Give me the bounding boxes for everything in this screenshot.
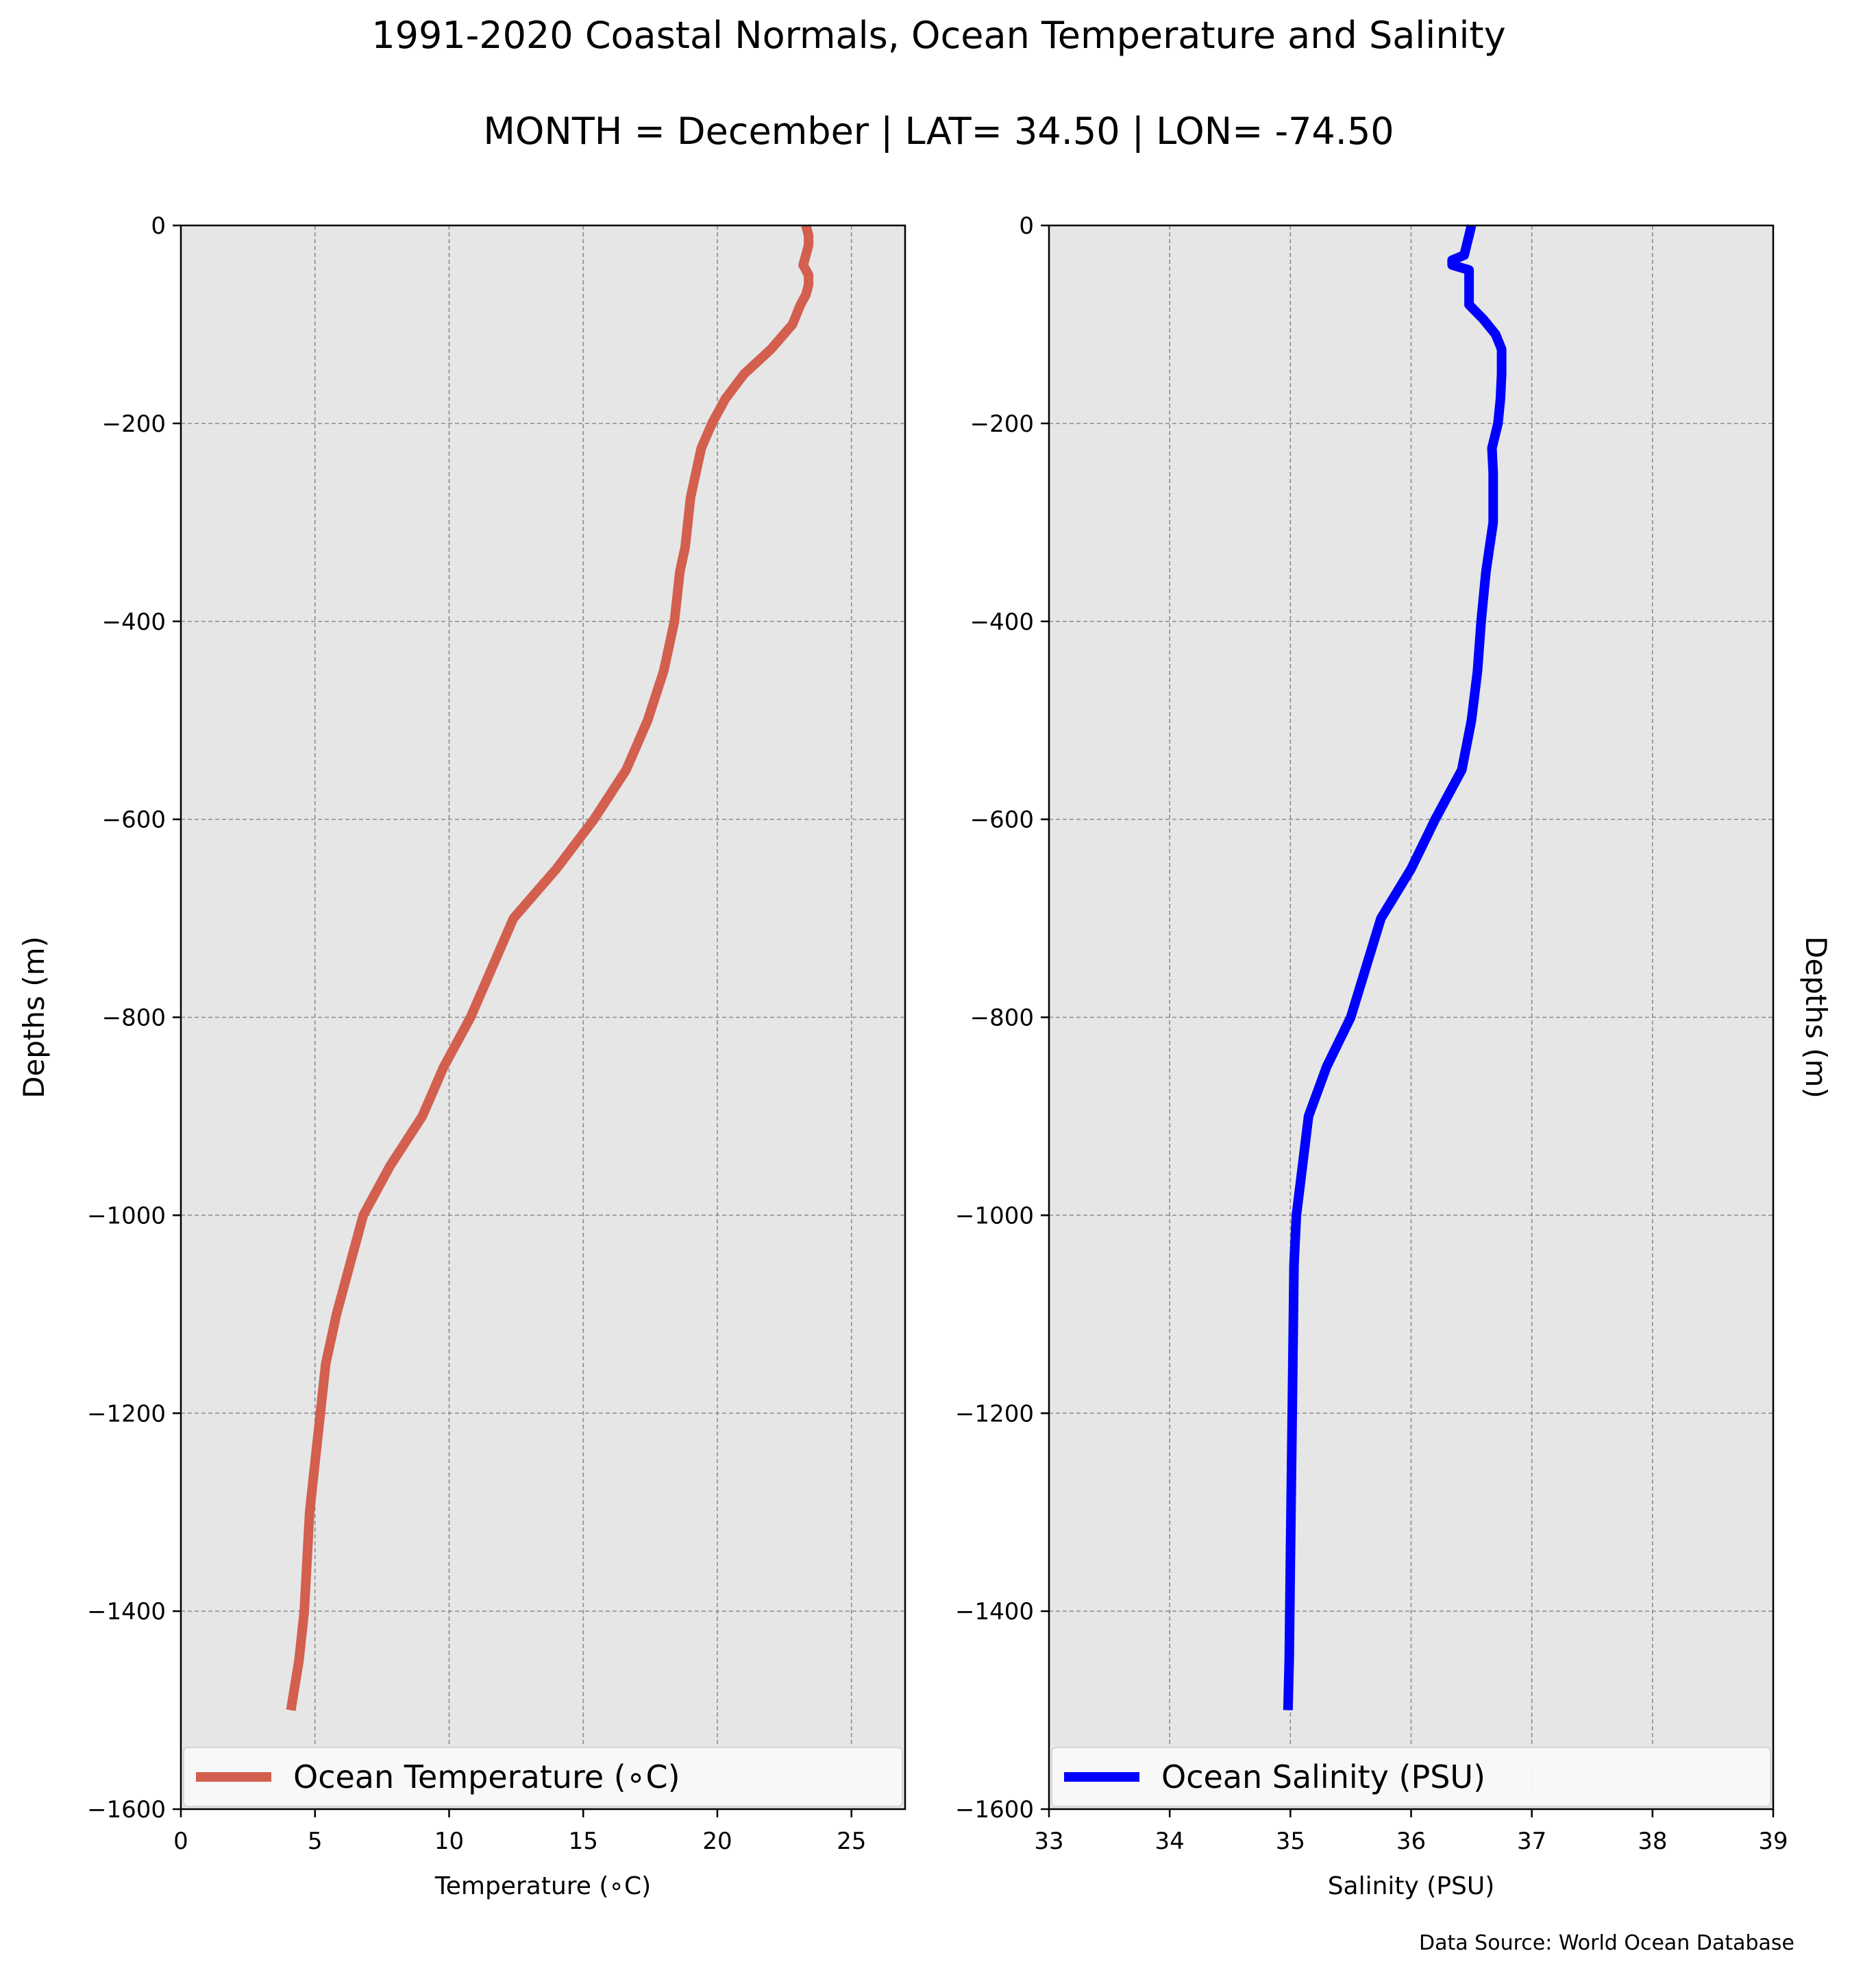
x-tick-label: 37 <box>1517 1828 1546 1855</box>
series-line <box>286 224 814 1711</box>
y-tick-label: 0 <box>1019 212 1034 240</box>
data-source-note: Data Source: World Ocean Database <box>1419 1931 1794 1955</box>
x-tick-label: 33 <box>1034 1828 1063 1855</box>
chart-title: 1991-2020 Coastal Normals, Ocean Tempera… <box>371 14 1505 57</box>
series-line <box>1283 224 1507 1710</box>
y-tick-label: −400 <box>102 609 166 636</box>
x-tick-label: 25 <box>837 1828 866 1855</box>
x-tick-label: 34 <box>1155 1828 1185 1855</box>
plot-area <box>181 225 905 1809</box>
x-tick-label: 15 <box>569 1828 598 1855</box>
y-tick-label: −1000 <box>955 1202 1034 1229</box>
x-tick-label: 38 <box>1638 1828 1667 1855</box>
y-axis-label-right: Depths (m) <box>1799 936 1833 1099</box>
x-axis-label: Temperature (∘C) <box>434 1872 651 1900</box>
legend-label: Ocean Salinity (PSU) <box>1161 1758 1485 1795</box>
y-tick-label: −1600 <box>87 1796 166 1824</box>
y-tick-label: −800 <box>970 1005 1034 1032</box>
y-tick-label: −200 <box>102 410 166 438</box>
y-tick-label: −1400 <box>87 1598 166 1625</box>
legend: Ocean Temperature (∘C) <box>183 1747 903 1807</box>
y-tick-label: −1000 <box>87 1202 166 1229</box>
y-tick-label: 0 <box>151 212 166 240</box>
x-tick-label: 20 <box>702 1828 732 1855</box>
legend-box <box>1051 1747 1771 1807</box>
chart-subtitle: MONTH = December | LAT= 34.50 | LON= -74… <box>483 110 1394 153</box>
y-axis-label-left: Depths (m) <box>17 936 51 1099</box>
x-tick-label: 39 <box>1758 1828 1788 1855</box>
legend-box <box>183 1747 903 1807</box>
chart-panel-2: Ocean Salinity (PSU) 33 34 35 36 37 38 39 0 −200 −… <box>955 212 1788 1900</box>
y-tick-label: −600 <box>970 807 1034 834</box>
y-tick-label: −600 <box>102 807 166 834</box>
y-tick-label: −400 <box>970 609 1034 636</box>
legend-label: Ocean Temperature (∘C) <box>293 1758 680 1795</box>
y-tick-label: −200 <box>970 410 1034 438</box>
x-tick-label: 36 <box>1396 1828 1426 1855</box>
x-tick-label: 10 <box>434 1828 464 1855</box>
y-tick-label: −1600 <box>955 1796 1034 1824</box>
y-tick-label: −1400 <box>955 1598 1034 1625</box>
x-axis-label: Salinity (PSU) <box>1328 1872 1495 1900</box>
x-tick-label: 0 <box>173 1828 188 1855</box>
legend: Ocean Salinity (PSU) <box>1051 1747 1771 1807</box>
y-tick-label: −800 <box>102 1005 166 1032</box>
x-tick-label: 5 <box>308 1828 323 1855</box>
y-tick-label: −1200 <box>87 1400 166 1427</box>
y-tick-label: −1200 <box>955 1400 1034 1427</box>
chart-panel-1: Ocean Temperature (∘C) 0 5 10 15 20 25 0 −200 −40… <box>87 212 906 1900</box>
x-tick-label: 35 <box>1276 1828 1305 1855</box>
